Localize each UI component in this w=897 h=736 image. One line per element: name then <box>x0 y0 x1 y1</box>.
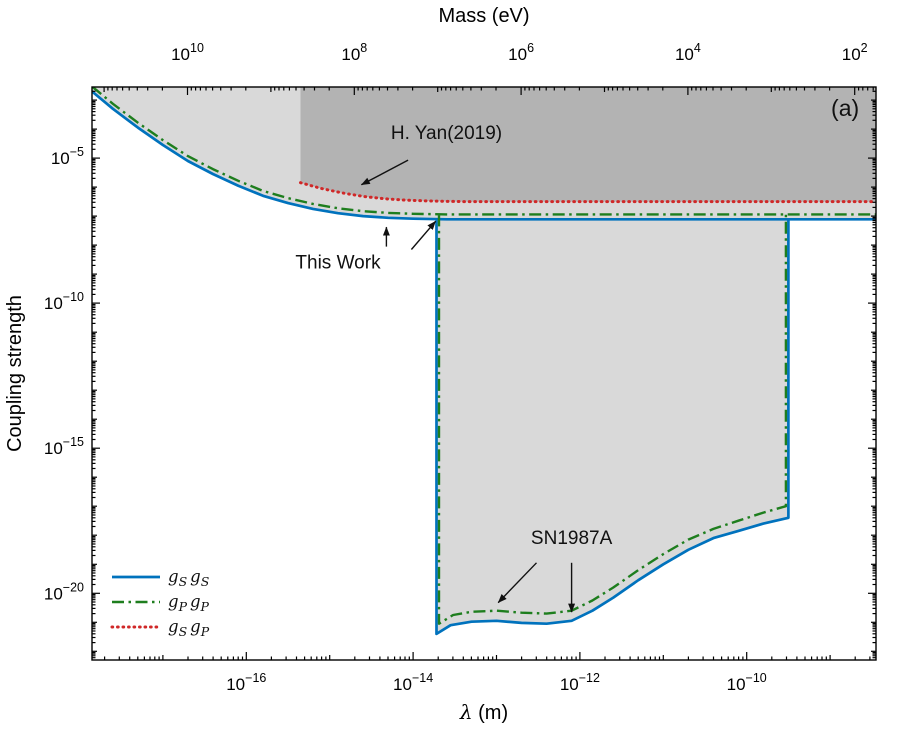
y-tick-label: 10−5 <box>51 145 84 168</box>
x-tick-label: 10−14 <box>393 671 433 694</box>
annotation-arrow <box>497 562 538 604</box>
top-tick-label: 108 <box>341 41 367 64</box>
top-tick-label: 104 <box>675 41 701 64</box>
annotation-arrow <box>410 220 437 250</box>
excluded-regions <box>92 87 876 634</box>
annotation-text-2: SN1987A <box>531 528 613 549</box>
annotations: H. Yan(2019) This Work SN1987A (a) <box>295 95 859 613</box>
top-tick-label: 1010 <box>171 41 204 64</box>
tick-labels: 10−16 10−14 10−12 10−10 1010 108 106 104 102 10−5… <box>44 41 868 694</box>
annotation-text-1: This Work <box>295 252 381 273</box>
x-tick-label: 10−16 <box>226 671 266 694</box>
legend-label-gSgS: gS gS <box>168 567 209 589</box>
legend-label-gPgP: gP gP <box>168 592 210 614</box>
top-axis-title: Mass (eV) <box>438 5 529 27</box>
legend-label-gSgP: gS gP <box>168 617 210 639</box>
curves <box>92 87 876 636</box>
y-tick-label: 10−20 <box>44 580 84 603</box>
top-tick-label: 102 <box>842 41 868 64</box>
excluded-region-dark <box>300 87 876 202</box>
x-axis-title: λ (m) <box>459 700 508 724</box>
curve-gSgS <box>92 90 876 636</box>
curve-gPgP <box>92 87 876 625</box>
annotation-text-0: H. Yan(2019) <box>391 123 502 144</box>
x-tick-label: 10−12 <box>560 671 600 694</box>
y-axis-title: Coupling strength <box>4 295 26 452</box>
annotation-text-3: (a) <box>831 95 859 121</box>
y-tick-label: 10−10 <box>44 290 84 313</box>
legend: gS gS gP gP gS gP <box>110 567 210 639</box>
sn1987a-region <box>436 219 789 634</box>
curve-gSgP <box>299 181 876 204</box>
annotation-arrow <box>360 159 409 186</box>
top-tick-label: 106 <box>508 41 534 64</box>
axis-titles: Mass (eV) λ (m) Coupling strength <box>4 5 530 724</box>
y-tick-label: 10−15 <box>44 435 84 458</box>
x-tick-label: 10−10 <box>727 671 767 694</box>
axis-ticks <box>92 87 876 660</box>
